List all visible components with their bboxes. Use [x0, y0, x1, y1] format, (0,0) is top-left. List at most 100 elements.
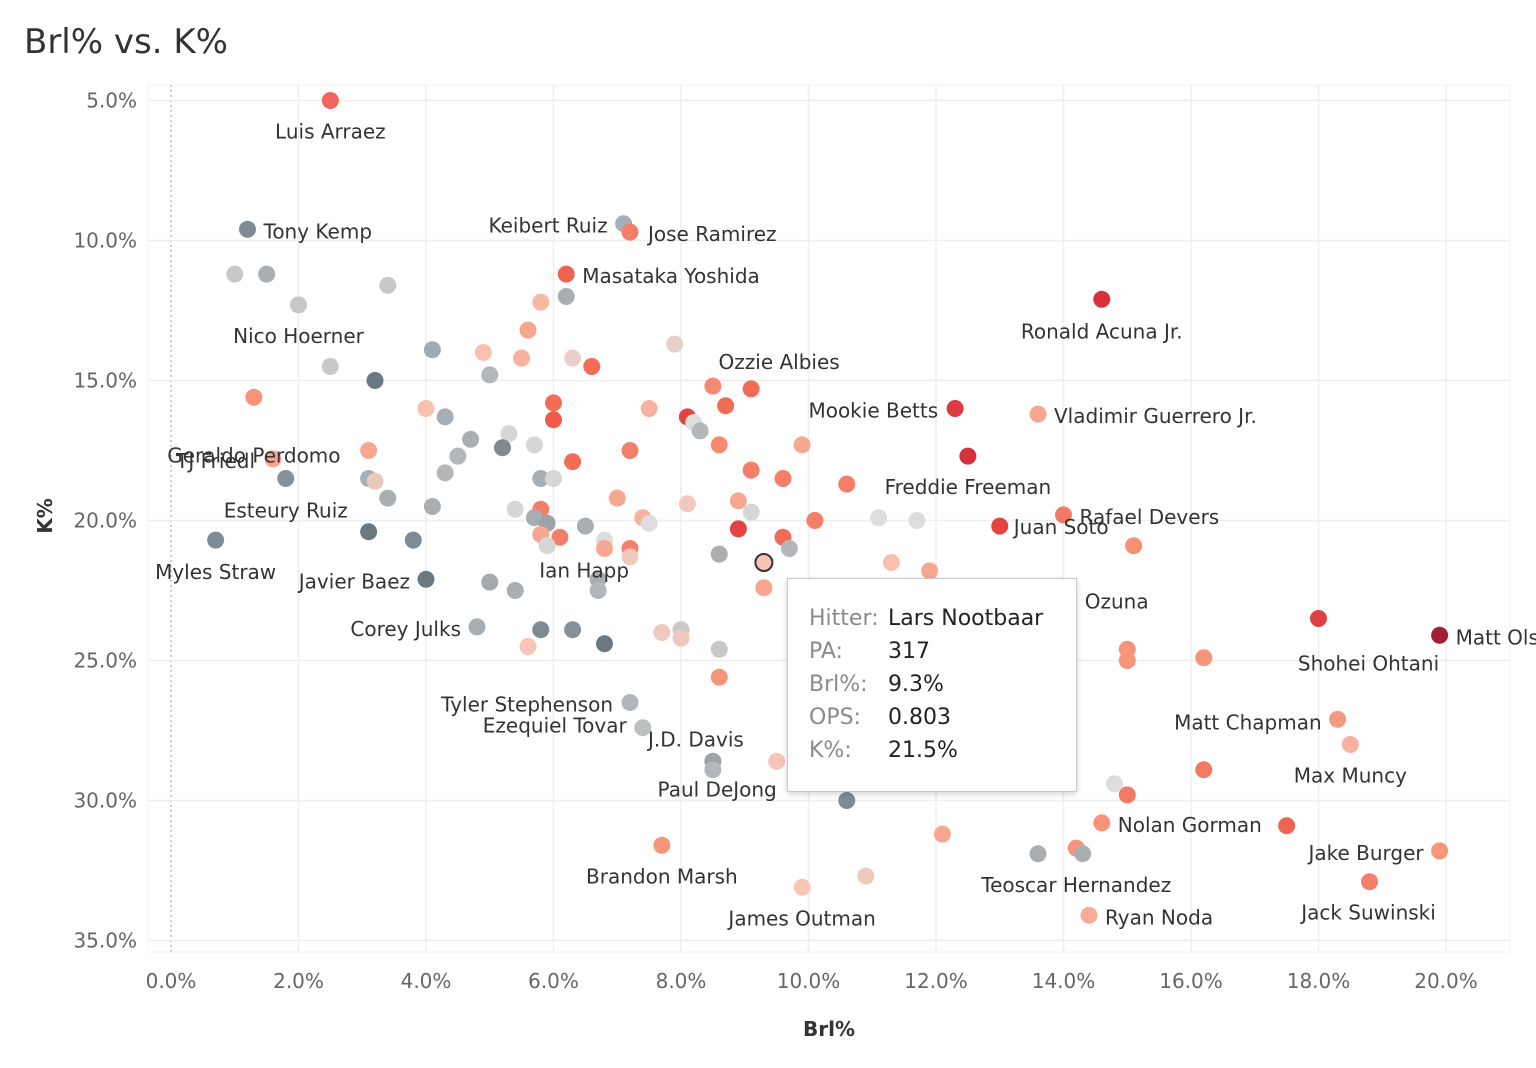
x-axis-title: Brl% [803, 1017, 855, 1041]
data-point [653, 836, 671, 854]
data-point [462, 430, 480, 448]
data-point [1055, 506, 1072, 524]
data-point [525, 436, 543, 454]
data-point [500, 425, 518, 443]
point-label: Paul DeJong [658, 778, 777, 802]
point-label: Jose Ramirez [646, 222, 777, 246]
point-label: TJ Friedl [175, 449, 255, 473]
data-point [729, 492, 747, 510]
data-point [991, 517, 1009, 535]
x-tick-label: 14.0% [1032, 969, 1096, 993]
point-label: Corey Julks [350, 617, 461, 641]
tooltip-brl-row: Brl%: 9.3% [809, 670, 944, 700]
data-point [1106, 775, 1123, 793]
data-point [704, 377, 722, 395]
data-point [532, 293, 550, 311]
y-tick-label: 15.0% [73, 369, 137, 393]
data-point [717, 397, 735, 415]
y-tick-label: 30.0% [73, 789, 137, 813]
tooltip-ops-row: OPS: 0.803 [809, 703, 951, 733]
data-point [481, 573, 499, 591]
point-labels: Luis Arraez Tony Kemp Keibert Ruiz Jose Ram… [155, 120, 1536, 931]
data-point [774, 470, 792, 487]
tooltip-pa-label: PA: [809, 639, 843, 664]
point-label: Teoscar Hernandez [980, 873, 1171, 897]
data-point [239, 220, 256, 238]
data-point [564, 453, 582, 471]
data-point [436, 464, 454, 482]
data-points [207, 92, 1449, 924]
point-label: Tony Kemp [263, 219, 373, 243]
data-point [1029, 405, 1047, 423]
data-point [513, 349, 531, 367]
data-point [806, 512, 824, 529]
data-point [933, 825, 951, 843]
data-point [277, 470, 295, 487]
data-point [1195, 761, 1213, 779]
data-point [1093, 290, 1111, 308]
data-point [506, 500, 524, 518]
data-point [583, 358, 601, 375]
data-point [545, 394, 562, 412]
data-point [678, 495, 696, 513]
data-point [404, 531, 422, 549]
data-point [870, 509, 888, 527]
point-label: Jake Burger [1306, 841, 1424, 865]
data-point [264, 450, 282, 468]
data-point [545, 411, 562, 429]
data-point [207, 531, 225, 549]
point-label: James Outman [726, 906, 875, 930]
data-point [838, 792, 856, 809]
tooltip-hitter-label: Hitter: [809, 606, 879, 631]
tooltip-ops-value: 0.803 [888, 705, 951, 730]
data-point [436, 408, 454, 426]
point-label: Jack Suwinski [1299, 901, 1436, 925]
data-point [946, 400, 964, 417]
data-point [780, 540, 798, 557]
tooltip-ops-label: OPS: [809, 705, 861, 730]
data-point [538, 537, 556, 555]
data-point [366, 472, 384, 490]
point-label: Ryan Noda [1105, 905, 1213, 929]
data-point [557, 288, 575, 305]
data-point [710, 668, 728, 686]
data-point [545, 470, 562, 487]
data-point [1074, 845, 1092, 863]
x-tick-label: 18.0% [1287, 969, 1351, 993]
data-point [557, 265, 575, 283]
data-point [532, 621, 550, 639]
data-point [1080, 906, 1098, 924]
y-tick-label: 35.0% [73, 929, 137, 953]
point-label: Juan Soto [1012, 515, 1109, 539]
tooltip-brl-value: 9.3% [888, 672, 944, 697]
data-point [793, 436, 811, 454]
point-label: Masataka Yoshida [582, 264, 760, 288]
data-point [366, 372, 384, 389]
data-point [564, 621, 582, 639]
x-tick-label: 4.0% [401, 969, 452, 993]
data-point [321, 358, 339, 375]
data-point [1431, 626, 1449, 644]
data-point [417, 400, 435, 417]
y-tick-label: 25.0% [73, 649, 137, 673]
data-point [640, 514, 658, 532]
data-point [621, 442, 639, 459]
x-tick-label: 6.0% [528, 969, 579, 993]
tooltip-hitter-row: Hitter: Lars Nootbaar [809, 604, 1043, 634]
data-point [672, 629, 690, 647]
tooltip-brl-label: Brl%: [809, 672, 868, 697]
data-point [379, 276, 397, 294]
point-label: Matt Chapman [1174, 710, 1322, 734]
data-point [1329, 710, 1347, 728]
data-point [519, 321, 537, 339]
data-point [755, 579, 773, 597]
data-point [1118, 652, 1136, 669]
data-point [494, 439, 511, 457]
point-label: Matt Olson [1456, 625, 1536, 649]
tooltip-pa-row: PA: 317 [809, 637, 930, 667]
data-point [474, 344, 492, 361]
data-point [360, 442, 378, 459]
point-label: Geraldo Perdomo [167, 443, 340, 467]
data-point [1431, 842, 1449, 860]
